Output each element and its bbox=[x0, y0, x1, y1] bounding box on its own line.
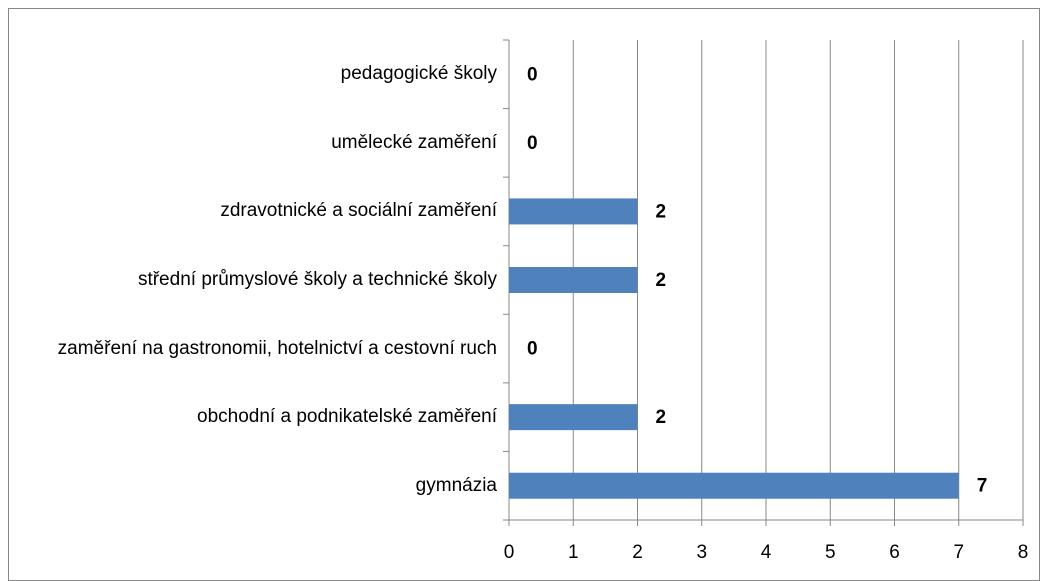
x-tick-label: 4 bbox=[761, 542, 772, 563]
category-text: obchodní a podnikatelské zaměření bbox=[197, 406, 497, 428]
data-label: 0 bbox=[527, 339, 538, 360]
data-label: 0 bbox=[527, 133, 538, 154]
bar bbox=[509, 404, 638, 431]
category-text: umělecké zaměření bbox=[331, 131, 497, 153]
bar bbox=[509, 267, 638, 293]
category-text: pedagogické školy bbox=[340, 63, 497, 85]
category-label: pedagogické školy bbox=[0, 61, 497, 87]
x-tick-label: 2 bbox=[632, 542, 643, 563]
bar bbox=[509, 472, 959, 499]
category-label: střední průmyslové školy a technické ško… bbox=[0, 267, 497, 293]
category-label: gymnázia bbox=[0, 473, 497, 499]
x-tick-label: 0 bbox=[504, 542, 515, 563]
category-label: umělecké zaměření bbox=[0, 130, 497, 156]
category-text: zaměření na gastronomii, hotelnictví a c… bbox=[57, 337, 497, 359]
category-text: zdravotnické a sociální zaměření bbox=[220, 200, 497, 222]
x-tick-label: 5 bbox=[825, 542, 836, 563]
data-label: 2 bbox=[656, 201, 667, 222]
x-tick-label: 7 bbox=[953, 542, 964, 563]
category-label: obchodní a podnikatelské zaměření bbox=[0, 404, 497, 430]
data-label: 7 bbox=[977, 476, 988, 497]
x-tick-label: 3 bbox=[696, 542, 707, 563]
category-text: střední průmyslové školy a technické ško… bbox=[137, 269, 497, 290]
x-tick-label: 8 bbox=[1018, 542, 1029, 563]
data-label: 0 bbox=[527, 64, 538, 85]
x-tick-label: 6 bbox=[889, 542, 900, 563]
category-label: zaměření na gastronomii, hotelnictví a c… bbox=[0, 336, 497, 362]
category-text: gymnázia bbox=[415, 474, 497, 496]
data-label: 2 bbox=[656, 270, 667, 291]
category-label: zdravotnické a sociální zaměření bbox=[0, 198, 497, 224]
data-label: 2 bbox=[656, 407, 667, 428]
bar bbox=[509, 198, 638, 225]
x-tick-label: 1 bbox=[568, 542, 579, 563]
